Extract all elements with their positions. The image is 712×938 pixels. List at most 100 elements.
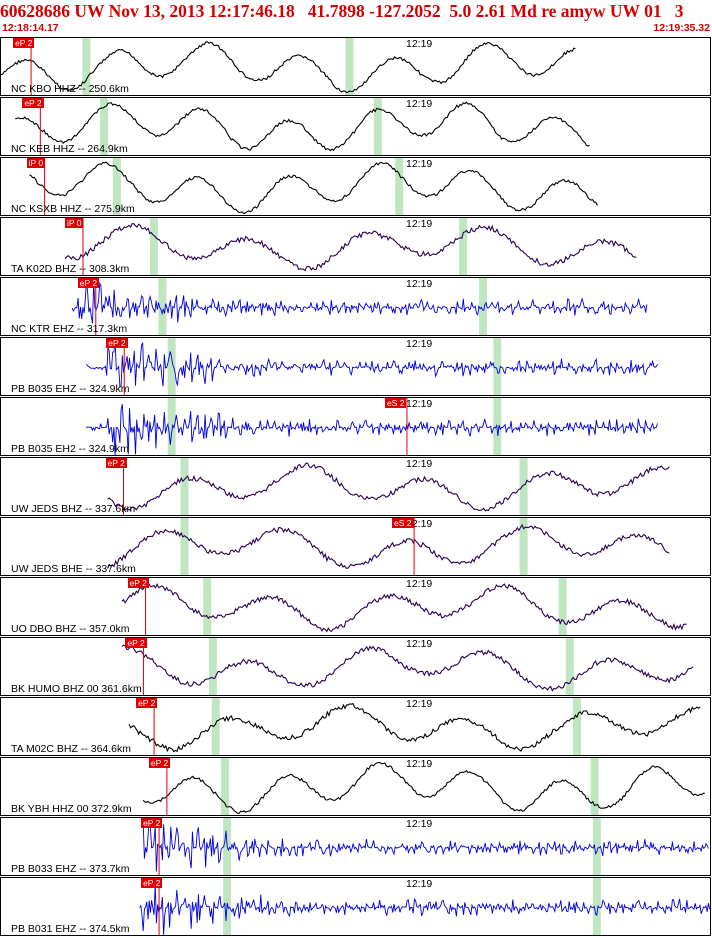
station-label: PB B031 EHZ -- 374.5km — [11, 923, 130, 935]
window-marker — [167, 338, 176, 395]
window-marker — [590, 758, 599, 815]
station-label: TA M02C BHZ -- 364.6km — [11, 743, 132, 755]
p-pick-tag[interactable]: eP 2 — [141, 818, 163, 828]
window-marker — [82, 38, 91, 95]
window-marker — [112, 158, 121, 215]
window-marker — [208, 638, 217, 695]
station-label: NC KBO HHZ -- 250.6km — [11, 83, 129, 95]
trace-panel[interactable]: 12:19 eP 2 TA M02C BHZ -- 364.6km — [0, 697, 711, 756]
window-marker — [220, 758, 229, 815]
window-marker — [493, 338, 502, 395]
waveform — [121, 583, 687, 633]
window-marker — [180, 458, 189, 515]
trace-panel[interactable]: 12:19 eP 2 NC KBO HHZ -- 250.6km — [0, 37, 711, 96]
trace-plot — [85, 398, 658, 455]
window-marker — [558, 578, 567, 635]
p-pick-tag[interactable]: eP 2 — [148, 758, 171, 768]
waveform — [85, 404, 658, 455]
window-marker — [373, 98, 382, 155]
trace-panel[interactable]: 12:19 eP 2 UW JEDS BHZ -- 337.6km — [0, 457, 711, 516]
trace-panel[interactable]: 12:19 eP 2 BK YBH HHZ 00 372.9km — [0, 757, 711, 816]
clock-label: 12:19 — [406, 578, 433, 590]
clock-label: 12:19 — [406, 518, 433, 530]
p-pick-tag[interactable]: eP 2 — [141, 878, 163, 888]
station-label: TA K02D BHZ -- 308.3km — [11, 263, 130, 275]
station-label: UW JEDS BHE -- 337.6km — [11, 563, 136, 575]
clock-label: 12:19 — [406, 638, 433, 650]
station-label: BK YBH HHZ 00 372.9km — [11, 803, 132, 815]
station-label: BK HUMO BHZ 00 361.6km — [11, 683, 142, 695]
window-marker — [572, 698, 581, 755]
event-title: 60628686 UW Nov 13, 2013 12:17:46.18 41.… — [0, 1, 684, 21]
trace-panel[interactable]: 12:19 eP 2 PB B031 EHZ -- 374.5km — [0, 877, 711, 936]
window-marker — [100, 98, 109, 155]
p-pick-tag[interactable]: eP 2 — [125, 638, 147, 648]
trace-panel[interactable]: 12:19 iP 0 NC KSXB HHZ -- 275.9km — [0, 157, 711, 216]
window-marker — [203, 578, 212, 635]
window-marker — [565, 638, 574, 695]
trace-panel[interactable]: 12:19 eP 2 BK HUMO BHZ 00 361.6km — [0, 637, 711, 696]
station-label: NC KSXB HHZ -- 275.9km — [11, 203, 135, 215]
clock-label: 12:19 — [406, 398, 433, 410]
window-marker — [519, 518, 528, 575]
window-marker — [479, 278, 488, 335]
window-marker — [592, 818, 601, 875]
s-pick-tag[interactable]: eS 2 — [384, 398, 407, 408]
clock-label: 12:19 — [406, 878, 433, 890]
trace-plot — [107, 518, 670, 575]
trace-panel[interactable]: 12:19 eP 2 PB B033 EHZ -- 373.7km — [0, 817, 711, 876]
p-pick-tag[interactable]: eP 2 — [106, 338, 128, 348]
p-pick-tag[interactable]: iP 0 — [26, 158, 46, 168]
waveform — [107, 462, 670, 512]
window-marker — [345, 38, 354, 95]
trace-panel[interactable]: 12:19 eP 2 NC KEB HHZ -- 264.9km — [0, 97, 711, 156]
trace-panel[interactable]: 12:19 iP 0 TA K02D BHZ -- 308.3km — [0, 217, 711, 276]
window-marker — [519, 458, 528, 515]
window-marker — [592, 878, 601, 935]
waveform — [107, 523, 670, 569]
window-marker — [493, 398, 502, 455]
clock-label: 12:19 — [406, 758, 433, 770]
waveform — [142, 819, 709, 872]
station-label: PB B035 EH2 -- 324.9km — [11, 443, 129, 455]
p-pick-tag[interactable]: eP 2 — [13, 38, 35, 48]
waveform — [64, 223, 637, 272]
window-marker — [149, 218, 158, 275]
p-pick-tag[interactable]: eP 2 — [127, 578, 149, 588]
waveform — [1, 41, 576, 94]
clock-label: 12:19 — [406, 158, 433, 170]
waveform — [29, 161, 598, 215]
trace-panel[interactable]: 12:19 eP 2 NC KTR EHZ -- 317.3km — [0, 277, 711, 336]
station-label: NC KEB HHZ -- 264.9km — [11, 143, 128, 155]
waveform — [85, 339, 658, 388]
clock-label: 12:19 — [406, 218, 433, 230]
p-pick-tag[interactable]: eP 2 — [77, 278, 100, 288]
waveform — [121, 644, 694, 692]
station-label: NC KTR EHZ -- 317.3km — [11, 323, 128, 335]
p-pick-tag[interactable]: iP 0 — [64, 218, 84, 228]
clock-label: 12:19 — [406, 38, 433, 50]
waveform — [142, 761, 705, 814]
trace-panel[interactable]: 12:19 eP 2 UO DBO BHZ -- 357.0km — [0, 577, 711, 636]
clock-label: 12:19 — [406, 338, 433, 350]
station-label: UW JEDS BHZ -- 337.6km — [11, 503, 136, 515]
s-pick-tag[interactable]: eS 2 — [392, 518, 414, 528]
p-pick-tag[interactable]: eP 2 — [105, 458, 127, 468]
clock-label: 12:19 — [406, 458, 433, 470]
p-pick-tag[interactable]: eP 2 — [22, 98, 44, 108]
waveform — [15, 101, 590, 152]
end-time: 12:19:35.32 — [653, 22, 710, 34]
station-label: PB B035 EHZ -- 324.9km — [11, 383, 130, 395]
waveform — [71, 279, 648, 324]
window-marker — [158, 278, 167, 335]
trace-panel[interactable]: 12:19 eP 2 PB B035 EHZ -- 324.9km — [0, 337, 711, 396]
trace-panel[interactable]: 12:19 eS 2 UW JEDS BHE -- 337.6km — [0, 517, 711, 576]
trace-panel[interactable]: 12:19 eS 2 PB B035 EH2 -- 324.9km — [0, 397, 711, 456]
clock-label: 12:19 — [406, 818, 433, 830]
p-pick-tag[interactable]: eP 2 — [136, 698, 158, 708]
waveform — [128, 702, 701, 753]
window-marker — [180, 518, 189, 575]
station-label: UO DBO BHZ -- 357.0km — [11, 623, 130, 635]
window-marker — [167, 398, 176, 455]
start-time: 12:18:14.17 — [2, 22, 59, 34]
